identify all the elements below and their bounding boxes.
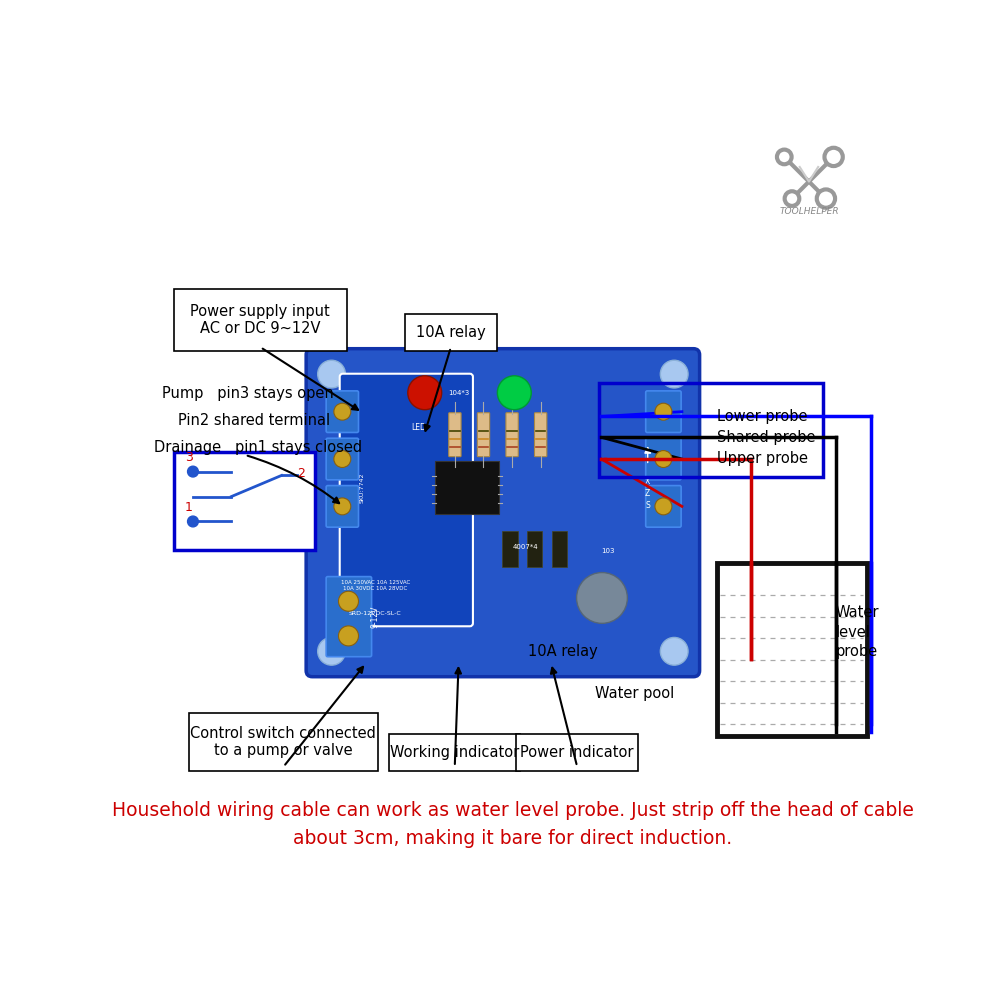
Circle shape — [655, 403, 672, 420]
Circle shape — [318, 637, 345, 665]
Text: Upper probe: Upper probe — [717, 451, 808, 466]
Text: TOOLHELPER: TOOLHELPER — [779, 207, 839, 216]
Text: 103: 103 — [601, 548, 614, 554]
Text: 3: 3 — [185, 451, 193, 464]
FancyBboxPatch shape — [449, 413, 461, 457]
Circle shape — [334, 451, 351, 468]
Circle shape — [777, 150, 792, 164]
Circle shape — [660, 637, 688, 665]
Text: Power supply input
AC or DC 9~12V: Power supply input AC or DC 9~12V — [190, 304, 330, 336]
Circle shape — [408, 376, 442, 410]
Circle shape — [655, 451, 672, 468]
FancyBboxPatch shape — [506, 413, 518, 457]
FancyBboxPatch shape — [527, 531, 542, 567]
Text: Lower probe: Lower probe — [717, 409, 807, 424]
Circle shape — [188, 516, 198, 527]
FancyBboxPatch shape — [326, 486, 358, 527]
Text: Household wiring cable can work as water level probe. Just strip off the head of: Household wiring cable can work as water… — [112, 801, 913, 848]
FancyBboxPatch shape — [502, 531, 518, 567]
Text: 10A relay: 10A relay — [416, 325, 486, 340]
Circle shape — [334, 403, 351, 420]
Text: 1: 1 — [185, 501, 193, 514]
Circle shape — [660, 360, 688, 388]
Circle shape — [334, 498, 351, 515]
Text: 9-12V: 9-12V — [370, 605, 379, 628]
Text: 10A relay: 10A relay — [528, 644, 597, 659]
FancyBboxPatch shape — [174, 289, 347, 351]
Circle shape — [655, 498, 672, 515]
Text: 104*3: 104*3 — [448, 390, 470, 396]
Circle shape — [497, 376, 531, 410]
FancyBboxPatch shape — [389, 734, 520, 771]
FancyBboxPatch shape — [435, 461, 499, 514]
FancyBboxPatch shape — [189, 713, 378, 771]
Text: Pump   pin3 stays open: Pump pin3 stays open — [162, 386, 334, 401]
Text: Water pool: Water pool — [595, 686, 674, 701]
Text: SRD-12VDC-SL-C: SRD-12VDC-SL-C — [349, 611, 402, 616]
Text: Working indicator: Working indicator — [390, 745, 519, 760]
Circle shape — [188, 466, 198, 477]
FancyBboxPatch shape — [306, 349, 700, 677]
Text: Power indicator: Power indicator — [520, 745, 634, 760]
Bar — [717, 563, 867, 736]
FancyBboxPatch shape — [326, 438, 358, 480]
FancyBboxPatch shape — [646, 486, 681, 527]
FancyBboxPatch shape — [174, 452, 315, 550]
FancyBboxPatch shape — [535, 413, 547, 457]
Text: 2: 2 — [297, 467, 305, 480]
Circle shape — [577, 573, 627, 623]
FancyBboxPatch shape — [646, 391, 681, 432]
Circle shape — [338, 591, 358, 611]
Text: Water
level
probe: Water level probe — [836, 605, 879, 659]
FancyBboxPatch shape — [326, 391, 358, 432]
Text: LED: LED — [412, 423, 426, 432]
FancyBboxPatch shape — [646, 438, 681, 480]
FancyBboxPatch shape — [477, 413, 490, 457]
Text: 10A 250VAC 10A 125VAC
10A 30VDC 10A 28VDC: 10A 250VAC 10A 125VAC 10A 30VDC 10A 28VD… — [341, 580, 410, 591]
Circle shape — [338, 626, 358, 646]
FancyBboxPatch shape — [340, 374, 473, 626]
Text: Shared probe: Shared probe — [717, 430, 815, 445]
FancyBboxPatch shape — [326, 577, 372, 657]
Circle shape — [318, 360, 345, 388]
Text: Drainage   pin1 stays closed: Drainage pin1 stays closed — [154, 440, 363, 455]
FancyBboxPatch shape — [516, 734, 638, 771]
Text: Pin2 shared terminal: Pin2 shared terminal — [178, 413, 330, 428]
Text: SKU:7742: SKU:7742 — [359, 472, 364, 503]
Text: 4007*4: 4007*4 — [513, 544, 539, 550]
Circle shape — [785, 191, 799, 206]
Text: X
Z
S: X Z S — [645, 477, 650, 510]
Text: Control switch connected
to a pump or valve: Control switch connected to a pump or va… — [190, 726, 376, 758]
FancyBboxPatch shape — [552, 531, 567, 567]
FancyBboxPatch shape — [405, 314, 497, 351]
Circle shape — [824, 148, 843, 166]
Circle shape — [817, 189, 835, 208]
